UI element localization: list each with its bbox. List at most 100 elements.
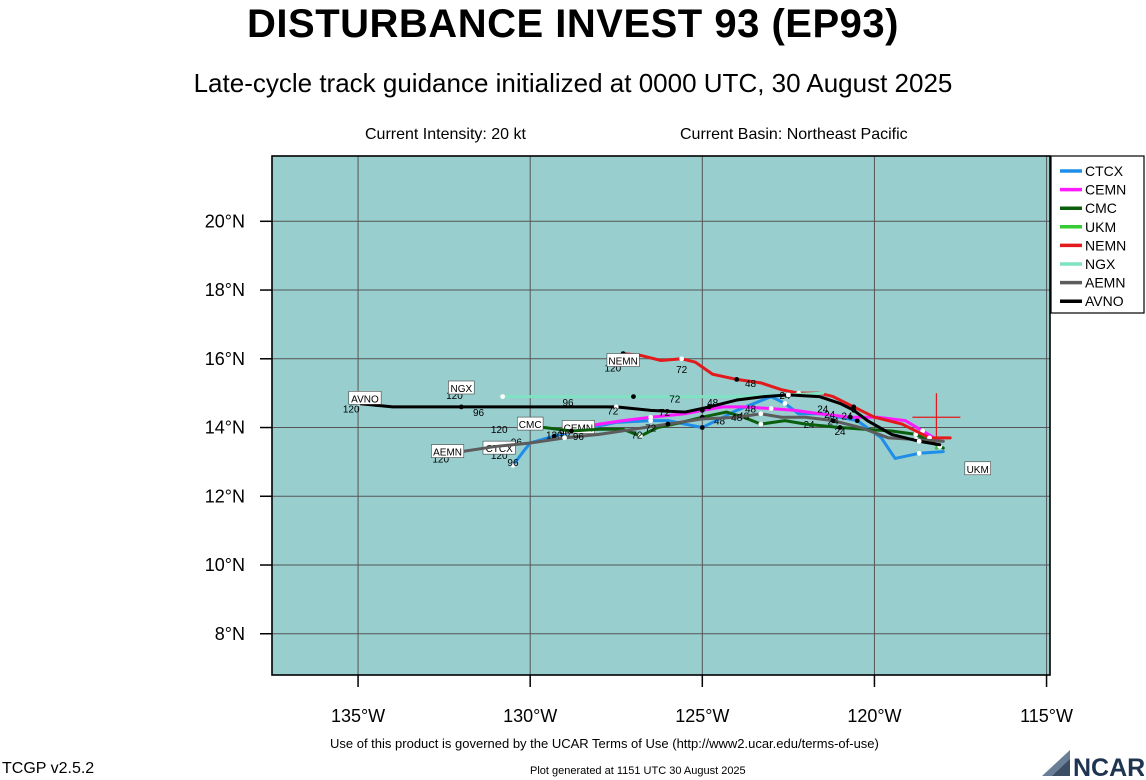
track-point-aemn	[665, 421, 671, 427]
legend-label: UKM	[1085, 219, 1116, 235]
track-point-ctcx	[916, 450, 922, 456]
tau-label-aemn: 120	[432, 454, 449, 465]
legend-label: NEMN	[1085, 237, 1126, 253]
tau-label-aemn: 72	[645, 424, 657, 435]
y-tick-label: 14°N	[205, 418, 245, 438]
legend-box	[1050, 155, 1145, 314]
tau-label-nemn: 24	[841, 412, 853, 423]
track-point-aemn	[830, 418, 836, 424]
tau-label-aemn: 48	[731, 413, 743, 424]
track-point-aemn	[562, 435, 568, 441]
track-point-nemn	[679, 356, 685, 362]
tau-label-cemn: 24	[824, 410, 836, 421]
track-name-label-nemn: NEMN	[608, 357, 637, 368]
tau-label-ngx: 72	[669, 394, 681, 405]
legend-label: CTCX	[1085, 163, 1124, 179]
tau-label-ctcx: 120	[491, 451, 508, 462]
track-point-cmc	[569, 428, 574, 434]
track-name-box-aemn	[431, 444, 465, 458]
tau-label-avno: 24	[817, 405, 829, 416]
version-label: TCGP v2.5.2	[2, 760, 95, 777]
ncar-logo-mark-inner	[1052, 759, 1070, 776]
x-tick-label: 130°W	[503, 706, 557, 726]
track-point-ctcx	[510, 462, 516, 468]
track-point-ngx	[500, 394, 506, 399]
tau-label-nemn: 120	[604, 363, 621, 374]
track-name-box-ukm	[964, 461, 991, 476]
track-point-ctcx	[782, 401, 788, 406]
track-point-ctcx	[551, 433, 557, 439]
y-tick-label: 16°N	[205, 349, 245, 369]
tau-label-nemn: 48	[745, 379, 757, 390]
track-point-avno	[458, 404, 464, 410]
tau-label-cemn: 120	[546, 430, 563, 441]
tau-label-ngx: 96	[562, 398, 574, 409]
y-tick-label: 18°N	[205, 280, 245, 300]
y-tick-label: 8°N	[215, 624, 245, 644]
track-name-label-cmc: CMC	[519, 420, 542, 431]
tau-label-aemn: 96	[573, 432, 585, 443]
track-point-avno	[916, 438, 922, 444]
track-point-cemn	[847, 414, 853, 420]
tau-label-ctcx: 96	[511, 437, 523, 448]
chart-subtitle: Late-cycle track guidance initialized at…	[193, 68, 953, 98]
tau-label-cemn: 48	[745, 405, 757, 416]
track-point-ctcx	[699, 425, 705, 430]
tau-label-cmc: 72	[631, 430, 643, 441]
chart-title: DISTURBANCE INVEST 93 (EP93)	[247, 2, 899, 46]
tau-label-avno: 120	[343, 405, 360, 416]
track-point-avno	[613, 404, 619, 410]
y-tick-label: 12°N	[205, 486, 245, 506]
track-point-ngx	[631, 394, 636, 399]
track-line-aemn	[442, 412, 945, 457]
legend-label: CMC	[1085, 200, 1117, 216]
tau-label-ngx: 120	[446, 391, 463, 402]
track-name-label-ctcx: CTCX	[486, 444, 514, 455]
ncar-logo: NCAR	[1042, 750, 1144, 778]
track-name-box-nemn	[606, 353, 640, 367]
current-intensity: Current Intensity: 20 kt	[365, 126, 526, 143]
track-point-cemn	[768, 406, 774, 412]
track-point-cmc	[637, 433, 643, 439]
tau-label-avno: 48	[707, 398, 719, 409]
tau-label-avno: 96	[473, 408, 485, 419]
generated-timestamp: Plot generated at 1151 UTC 30 August 202…	[530, 765, 746, 777]
tau-label-nemn: 72	[676, 365, 688, 376]
tau-label-cmc: 120	[491, 425, 508, 436]
track-point-avno	[851, 407, 857, 413]
track-point-ctcx	[648, 418, 654, 424]
legend-label: CEMN	[1085, 182, 1126, 198]
terms-of-use-text: Use of this product is governed by the U…	[330, 736, 879, 751]
track-name-label-ukm: UKM	[967, 465, 989, 476]
track-name-box-cmc	[516, 416, 544, 431]
track-point-cmc	[837, 425, 843, 430]
tau-label-ctcx: 96	[507, 458, 519, 469]
legend-label: AEMN	[1085, 275, 1125, 291]
tau-label-ctcx: 48	[714, 417, 726, 428]
track-name-box-ngx	[448, 380, 475, 395]
current-basin: Current Basin: Northeast Pacific	[680, 126, 908, 143]
tau-label-avno: 72	[607, 406, 619, 417]
track-point-avno	[785, 392, 791, 398]
plot-frame	[271, 155, 1051, 676]
track-ukm: UKM	[934, 444, 991, 476]
track-name-label-aemn: AEMN	[433, 448, 462, 459]
x-tick-label: 135°W	[331, 706, 385, 726]
tau-label-cemn: 72	[659, 408, 671, 419]
track-name-label-cemn: CEMN	[564, 424, 593, 435]
legend-label: NGX	[1085, 256, 1116, 272]
track-point-nemn	[734, 377, 740, 382]
track-name-label-avno: AVNO	[351, 394, 379, 405]
x-tick-label: 120°W	[847, 706, 901, 726]
legend-label: AVNO	[1085, 293, 1124, 309]
tau-label-aemn: 24	[828, 417, 840, 428]
track-name-box-avno	[348, 391, 382, 405]
track-line-avno	[356, 393, 942, 447]
y-tick-label: 10°N	[205, 555, 245, 575]
track-point-avno	[706, 404, 712, 410]
x-tick-label: 115°W	[1020, 706, 1073, 726]
ncar-logo-text: NCAR	[1073, 754, 1144, 778]
